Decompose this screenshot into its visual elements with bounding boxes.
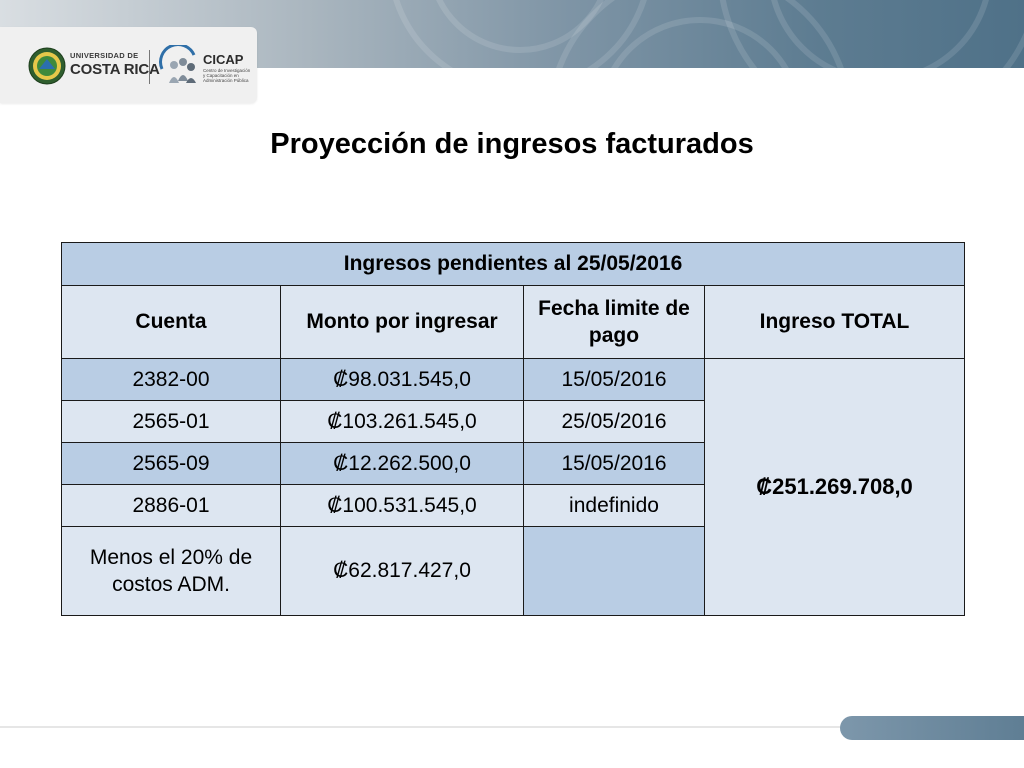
footer-accent	[840, 716, 1024, 740]
cell-cuenta: 2565-01	[61, 400, 281, 443]
ucr-logo-main: COSTA RICA	[70, 60, 160, 78]
cell-cuenta: 2382-00	[61, 358, 281, 401]
ucr-seal-icon	[28, 47, 66, 85]
table-header-row: Cuenta Monto por ingresar Fecha limite d…	[61, 285, 966, 359]
cell-cuenta: 2886-01	[61, 484, 281, 527]
table-row: Menos el 20% de costos ADM. ₡62.817.427,…	[61, 526, 965, 616]
table-row: 2565-09 ₡12.262.500,0 15/05/2016	[61, 442, 965, 485]
page-title: Proyección de ingresos facturados	[270, 128, 754, 160]
cell-fecha: 25/05/2016	[523, 400, 705, 443]
cicap-logo-text: CICAP Centro de Investigación y Capacita…	[203, 53, 251, 84]
cell-fecha-empty	[523, 526, 705, 616]
cicap-logo-subtitle: Centro de Investigación y Capacitación e…	[203, 68, 251, 84]
footer-line	[0, 726, 1024, 728]
cell-monto: ₡103.261.545,0	[280, 400, 524, 443]
cell-fecha: indefinido	[523, 484, 705, 527]
header-cuenta: Cuenta	[61, 285, 281, 359]
cell-fecha: 15/05/2016	[523, 358, 705, 401]
cell-cuenta: 2565-09	[61, 442, 281, 485]
ucr-logo-text: UNIVERSIDAD DE COSTA RICA	[70, 52, 160, 77]
header-fecha: Fecha limite de pago	[523, 285, 705, 359]
cicap-logo-title: CICAP	[203, 52, 244, 67]
cell-fecha: 15/05/2016	[523, 442, 705, 485]
cell-monto: ₡98.031.545,0	[280, 358, 524, 401]
table-banner: Ingresos pendientes al 25/05/2016	[60, 242, 966, 286]
total-value: ₡251.269.708,0	[703, 358, 966, 616]
cell-monto: ₡62.817.427,0	[280, 526, 524, 616]
header-total: Ingreso TOTAL	[703, 285, 966, 359]
header-pattern	[393, 0, 1024, 68]
ucr-logo-top: UNIVERSIDAD DE	[70, 51, 139, 60]
cell-monto: ₡12.262.500,0	[280, 442, 524, 485]
table-banner-row: Ingresos pendientes al 25/05/2016	[60, 242, 966, 286]
logo-divider	[149, 50, 150, 84]
income-table: Ingresos pendientes al 25/05/2016 Cuenta…	[60, 242, 966, 616]
cell-cuenta: Menos el 20% de costos ADM.	[61, 526, 281, 616]
header-monto: Monto por ingresar	[280, 285, 524, 359]
table-row: 2382-00 ₡98.031.545,0 15/05/2016 ₡251.26…	[61, 358, 966, 616]
table-row: 2565-01 ₡103.261.545,0 25/05/2016	[61, 400, 965, 443]
table-row: 2886-01 ₡100.531.545,0 indefinido	[61, 484, 965, 527]
cicap-logo-icon	[159, 45, 196, 83]
cell-monto: ₡100.531.545,0	[280, 484, 524, 527]
